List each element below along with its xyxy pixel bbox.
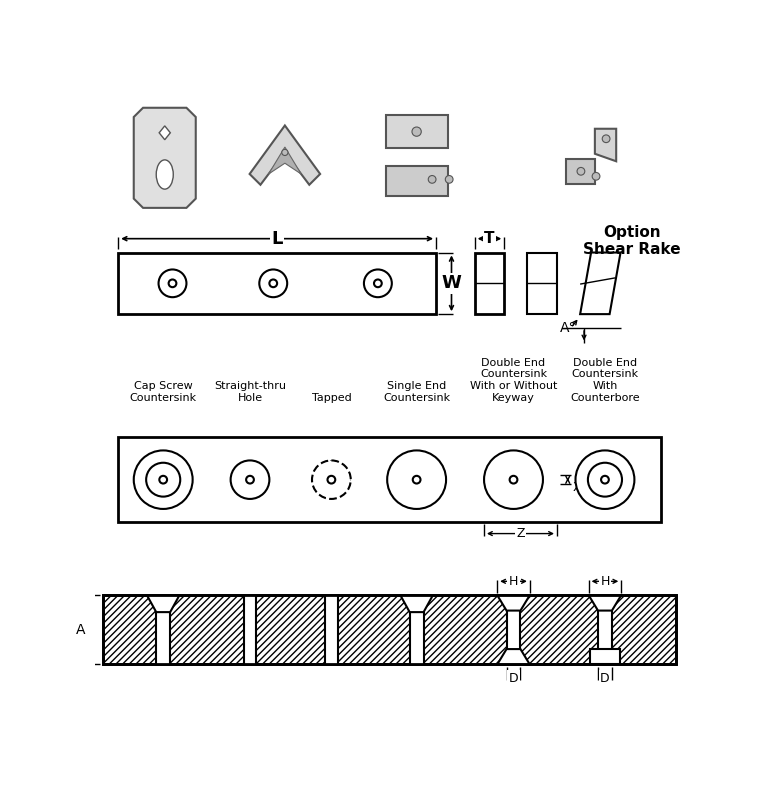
Circle shape [577, 167, 584, 175]
Circle shape [575, 451, 635, 509]
Polygon shape [249, 125, 320, 185]
Circle shape [159, 270, 186, 297]
Bar [410, 612, 423, 664]
Text: H: H [508, 575, 518, 588]
Circle shape [387, 451, 446, 509]
Circle shape [259, 270, 287, 297]
Ellipse shape [157, 160, 173, 189]
Bar [157, 612, 170, 664]
Polygon shape [497, 595, 530, 611]
Polygon shape [159, 126, 170, 140]
Polygon shape [565, 159, 595, 184]
Text: D: D [508, 672, 518, 685]
Circle shape [364, 270, 392, 297]
Bar [119, 252, 436, 314]
Text: H: H [600, 575, 610, 588]
Polygon shape [401, 595, 433, 612]
Bar [527, 252, 557, 314]
Text: T: T [484, 231, 495, 246]
Circle shape [445, 175, 453, 183]
Circle shape [484, 451, 543, 509]
Circle shape [146, 462, 180, 496]
Bar [385, 166, 448, 196]
Bar [244, 595, 256, 664]
Bar [475, 252, 504, 314]
Circle shape [602, 135, 610, 143]
Bar [591, 649, 619, 664]
Bar [506, 611, 521, 649]
Text: Double End
Countersink
With or Without
Keyway: Double End Countersink With or Without K… [470, 358, 557, 402]
Polygon shape [497, 649, 530, 664]
Bar [103, 595, 676, 664]
Text: Tapped: Tapped [312, 393, 351, 402]
Circle shape [428, 175, 436, 183]
Polygon shape [268, 147, 301, 174]
Circle shape [592, 173, 600, 180]
Text: A: A [76, 623, 86, 637]
Polygon shape [589, 595, 621, 611]
Bar [598, 611, 612, 649]
Text: Single End
Countersink: Single End Countersink [383, 381, 450, 402]
Circle shape [413, 476, 420, 484]
Circle shape [230, 461, 269, 499]
Text: Double End
Countersink
With
Counterbore: Double End Countersink With Counterbore [570, 358, 640, 402]
Text: W: W [442, 275, 461, 293]
Circle shape [246, 476, 254, 484]
Text: D: D [600, 672, 610, 685]
Polygon shape [134, 108, 196, 208]
Circle shape [588, 462, 622, 496]
Text: X: X [572, 481, 581, 494]
Circle shape [328, 476, 335, 484]
Circle shape [412, 127, 421, 136]
Circle shape [312, 461, 351, 499]
Text: A°: A° [560, 321, 577, 335]
Circle shape [282, 149, 288, 155]
Circle shape [374, 279, 382, 287]
Circle shape [510, 476, 518, 484]
Text: Straight-thru
Hole: Straight-thru Hole [214, 381, 286, 402]
Circle shape [269, 279, 277, 287]
Bar [385, 115, 448, 148]
Bar [119, 437, 660, 522]
Circle shape [160, 476, 167, 484]
Polygon shape [147, 595, 179, 612]
Bar [103, 595, 676, 664]
Text: L: L [271, 230, 283, 248]
Bar [518, 475, 531, 484]
Polygon shape [595, 129, 616, 161]
Circle shape [134, 451, 192, 509]
Bar [325, 595, 337, 664]
Text: Z: Z [516, 527, 524, 540]
Circle shape [601, 476, 609, 484]
Circle shape [169, 279, 176, 287]
Text: Cap Screw
Countersink: Cap Screw Countersink [130, 381, 197, 402]
Text: Option
Shear Rake: Option Shear Rake [583, 225, 681, 257]
